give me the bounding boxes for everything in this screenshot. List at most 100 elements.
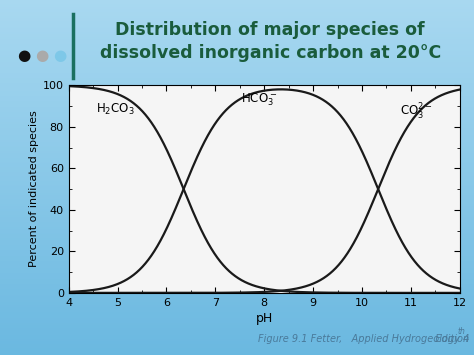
Bar (0, 277, 474, 279)
Bar (0, 264, 474, 266)
Bar (0, 201, 474, 202)
Bar (0, 222, 474, 224)
Bar (0, 16, 474, 18)
Bar (0, 261, 474, 263)
Bar (0, 92, 474, 94)
Bar (0, 296, 474, 298)
Bar (0, 18, 474, 20)
Bar (0, 339, 474, 341)
Bar (0, 130, 474, 131)
Bar (0, 213, 474, 215)
Bar (0, 259, 474, 261)
Bar (0, 48, 474, 50)
Bar (0, 344, 474, 346)
Bar (0, 181, 474, 183)
Bar (0, 307, 474, 309)
Bar (0, 44, 474, 46)
Bar (0, 140, 474, 142)
Bar (0, 146, 474, 147)
Bar (0, 328, 474, 330)
Bar (0, 330, 474, 332)
Bar (0, 178, 474, 179)
Bar (0, 248, 474, 250)
Bar (0, 162, 474, 163)
Bar (0, 62, 474, 64)
Bar (0, 270, 474, 272)
Bar (0, 195, 474, 197)
Bar (0, 142, 474, 144)
Bar (0, 12, 474, 14)
Bar (0, 268, 474, 270)
Bar (0, 5, 474, 7)
Bar (0, 220, 474, 222)
Bar (0, 298, 474, 300)
Bar (0, 266, 474, 268)
Bar (0, 192, 474, 193)
Text: th: th (457, 327, 465, 336)
Bar (0, 234, 474, 236)
Bar (0, 122, 474, 124)
Bar (0, 316, 474, 318)
Bar (0, 325, 474, 327)
Text: Figure 9.1 Fetter,   Applied Hydrogeology 4: Figure 9.1 Fetter, Applied Hydrogeology … (258, 334, 469, 344)
Bar (0, 174, 474, 176)
Bar (0, 128, 474, 130)
Text: Edition: Edition (229, 334, 469, 344)
Bar (0, 215, 474, 217)
Bar (0, 291, 474, 293)
Bar (0, 209, 474, 211)
Bar (0, 334, 474, 335)
Bar (0, 99, 474, 101)
Bar (0, 23, 474, 25)
Bar (0, 167, 474, 169)
Bar (0, 179, 474, 181)
Bar (0, 41, 474, 43)
Bar (0, 257, 474, 259)
Bar (0, 199, 474, 201)
Bar (0, 327, 474, 328)
Bar (0, 273, 474, 275)
Bar (0, 156, 474, 158)
Y-axis label: Percent of indicated species: Percent of indicated species (29, 111, 39, 267)
Bar (0, 343, 474, 344)
Bar (0, 144, 474, 146)
Bar (0, 231, 474, 233)
Bar (0, 73, 474, 75)
Bar (0, 218, 474, 220)
Bar (0, 188, 474, 190)
Bar (0, 124, 474, 126)
Bar (0, 117, 474, 119)
Bar (0, 21, 474, 23)
Bar (0, 67, 474, 69)
Bar (0, 238, 474, 240)
Bar (0, 153, 474, 154)
Bar (0, 190, 474, 192)
Bar (0, 323, 474, 325)
Bar (0, 250, 474, 252)
Bar (0, 59, 474, 60)
Bar (0, 280, 474, 282)
Bar (0, 193, 474, 195)
Bar (0, 149, 474, 151)
Bar (0, 154, 474, 156)
Text: ●: ● (53, 48, 66, 62)
Bar (0, 82, 474, 83)
Bar (0, 121, 474, 122)
Bar (0, 94, 474, 96)
Bar (0, 282, 474, 284)
Bar (0, 211, 474, 213)
Bar (0, 96, 474, 98)
Bar (0, 51, 474, 53)
Bar (0, 98, 474, 99)
Bar (0, 20, 474, 21)
Bar (0, 197, 474, 199)
Bar (0, 160, 474, 162)
Bar (0, 64, 474, 66)
Bar (0, 57, 474, 59)
Bar (0, 112, 474, 114)
Bar (0, 229, 474, 231)
Bar (0, 348, 474, 350)
Bar (0, 28, 474, 30)
Bar (0, 34, 474, 36)
Bar (0, 163, 474, 165)
